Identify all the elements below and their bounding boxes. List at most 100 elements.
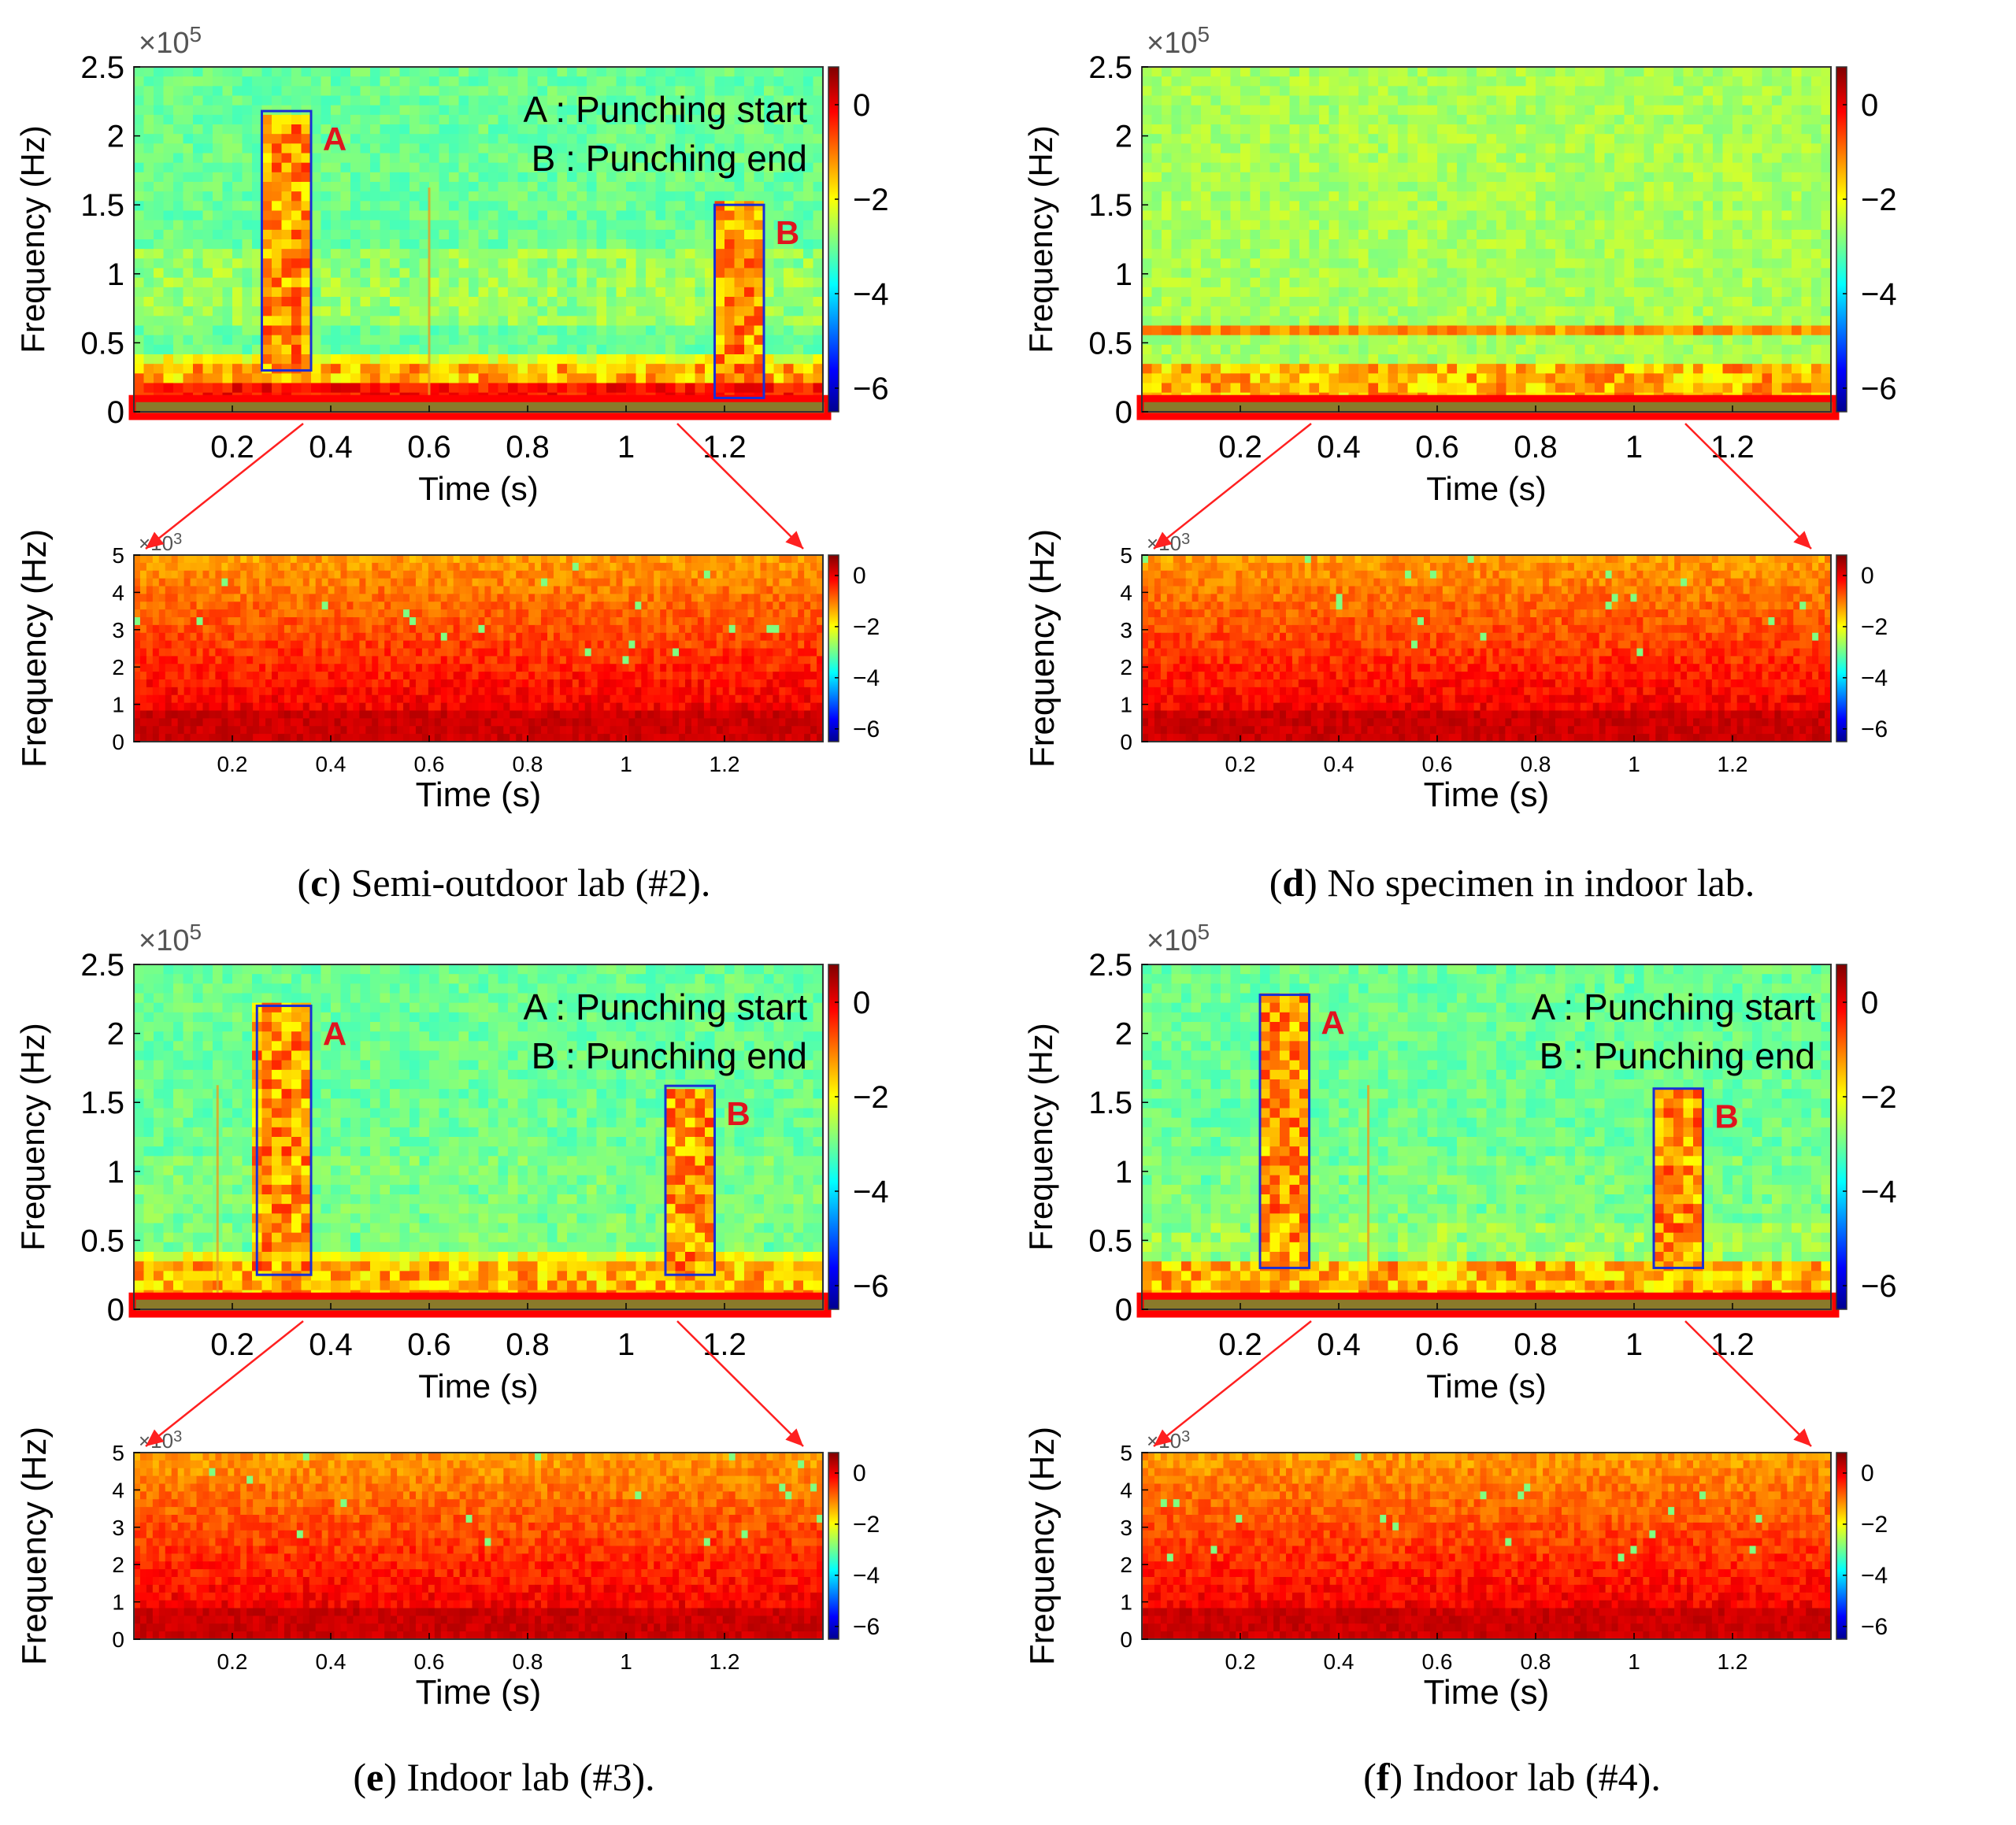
panel-e: A B A : Punching start B : Punching end 0.2 0… [0,898,1008,1756]
event-label-a-e: A [323,1016,346,1053]
colorbar-d-top-label: −4 [1861,277,1897,312]
axes-e-bottom-frame [133,1452,824,1640]
legend-entry-c-0: A : Punching start [523,89,807,130]
zoom-arrow-head-c-1 [785,531,803,549]
ytick-label-c-bottom: 0 [112,730,124,754]
colorbar-e-top-label: −4 [853,1175,889,1209]
legend-entry-c-1: B : Punching end [532,138,807,179]
ytick-label-f-top: 2 [1115,1017,1132,1052]
xtick-label-f-bottom: 0.2 [1225,1649,1256,1674]
xlabel-c-top: Time (s) [418,470,538,507]
xtick-label-c-top: 0.6 [407,430,451,465]
ylabel-e-top: Frequency (Hz) [14,1023,51,1250]
xtick-label-e-bottom: 0.6 [414,1649,445,1674]
ytick-label-c-bottom: 4 [112,580,124,605]
xtick-label-d-top: 0.6 [1415,430,1459,465]
caption-f: (f) Indoor lab (#4). [1008,1754,2016,1800]
ytick-label-e-bottom: 3 [112,1516,124,1540]
axes-d-bottom-frame [1141,554,1832,742]
caption-f-letter: f [1377,1755,1390,1799]
zoom-arrow-head-d-0 [1154,531,1173,549]
colorbar-c-top-label: 0 [853,88,870,123]
ytick-label-c-top: 0.5 [80,326,124,361]
xtick-label-f-bottom: 1.2 [1718,1649,1748,1674]
ytick-label-f-bottom: 3 [1120,1516,1132,1540]
axes-c-top-frame [133,66,824,413]
ytick-label-d-bottom: 0 [1120,730,1132,754]
ytick-label-d-top: 0 [1115,395,1132,430]
xtick-label-e-top: 1.2 [702,1327,747,1362]
colorbar-c-bottom-label: −6 [853,716,880,742]
ytick-label-f-bottom: 0 [1120,1627,1132,1652]
ytick-label-e-bottom: 5 [112,1441,124,1465]
colorbar-e-bottom-scale [828,1452,839,1640]
colorbar-c-bottom-scale [828,554,839,742]
xtick-label-d-bottom: 0.6 [1422,752,1453,776]
zoom-region-e [128,1292,832,1318]
colorbar-d-bottom-label: −4 [1861,665,1888,691]
chart-d: 0.2 0.4 0.6 0.8 1 1.2 0 0.5 1 1.5 2 2.5 Time (s) Freq… [1022,22,1897,814]
ytick-label-c-top: 2.5 [80,50,124,85]
xtick-label-c-top: 1 [617,430,635,465]
ytick-label-e-top: 2.5 [80,948,124,983]
xtick-label-e-bottom: 1 [620,1649,632,1674]
ylabel-f-top: Frequency (Hz) [1022,1023,1059,1250]
spectrogram-e-top [134,964,824,1310]
ylabel-d-bottom: Frequency (Hz) [1023,529,1062,768]
legend-entry-e-1: B : Punching end [532,1035,807,1076]
colorbar-e-top-scale [828,964,839,1310]
colorbar-c-top-label: −6 [853,372,889,406]
colorbar-e-bottom-label: −2 [853,1512,880,1538]
event-label-b-f: B [1714,1098,1738,1135]
event-box-a-e [255,1005,313,1276]
colorbar-d-bottom-label: −2 [1861,614,1888,640]
colorbar-f-bottom-scale [1836,1452,1847,1640]
xtick-label-e-bottom: 0.4 [316,1649,346,1674]
colorbar-f-top-label: −6 [1861,1269,1897,1304]
ytick-label-e-bottom: 1 [112,1590,124,1615]
colorbar-c-bottom-label: −4 [853,665,880,691]
colorbar-c-bottom: 0 −2 −4 −6 [828,554,880,742]
xlabel-f-bottom: Time (s) [1424,1673,1550,1712]
colorbar-d-top-label: 0 [1861,88,1878,123]
caption-d-text: No specimen in indoor lab. [1317,861,1755,905]
xtick-label-c-top: 1.2 [702,430,747,465]
spectrogram-d-top [1142,67,1832,413]
xtick-label-c-bottom: 1.2 [710,752,740,776]
axes-c-bottom-frame [133,554,824,742]
event-box-a-f [1258,994,1310,1269]
ytick-label-f-bottom: 4 [1120,1478,1132,1502]
ytick-label-f-top: 0.5 [1088,1223,1132,1258]
ytick-label-f-bottom: 5 [1120,1441,1132,1465]
xtick-label-d-top: 1 [1625,430,1643,465]
xtick-label-e-bottom: 0.8 [513,1649,543,1674]
chart-e: A B A : Punching start B : Punching end 0.2 0… [14,920,889,1712]
ytick-label-e-top: 0.5 [80,1223,124,1258]
ytick-label-d-top: 2.5 [1088,50,1132,85]
xtick-label-f-top: 0.2 [1218,1327,1262,1362]
colorbar-e-top: 0 −2 −4 −6 [828,964,889,1310]
legend-entry-e-0: A : Punching start [523,987,807,1027]
xtick-label-e-top: 0.6 [407,1327,451,1362]
xtick-label-d-top: 0.4 [1317,430,1361,465]
spectrogram-d-bottom [1142,555,1832,742]
xtick-label-e-top: 0.4 [309,1327,353,1362]
xtick-label-c-bottom: 1 [620,752,632,776]
colorbar-e-bottom-label: −4 [853,1563,880,1589]
ytick-label-e-bottom: 2 [112,1553,124,1577]
ylabel-e-bottom: Frequency (Hz) [15,1427,54,1665]
zoom-arrow-f-1 [1684,1320,1812,1447]
ytick-label-d-bottom: 1 [1120,693,1132,717]
axes-d-top-frame [1141,66,1832,413]
legend-entry-f-0: A : Punching start [1531,987,1815,1027]
colorbar-e-top-label: 0 [853,986,870,1020]
xlabel-e-bottom: Time (s) [416,1673,542,1712]
ytick-label-e-top: 1 [107,1155,124,1190]
colorbar-d-bottom-label: 0 [1861,563,1874,589]
colorbar-f-top: 0 −2 −4 −6 [1836,964,1897,1310]
xtick-label-d-top: 0.8 [1514,430,1558,465]
colorbar-c-top-scale [828,66,839,413]
colorbar-f-bottom-label: −2 [1861,1512,1888,1538]
event-box-b-f [1652,1087,1704,1269]
ytick-label-c-top: 2 [107,120,124,154]
